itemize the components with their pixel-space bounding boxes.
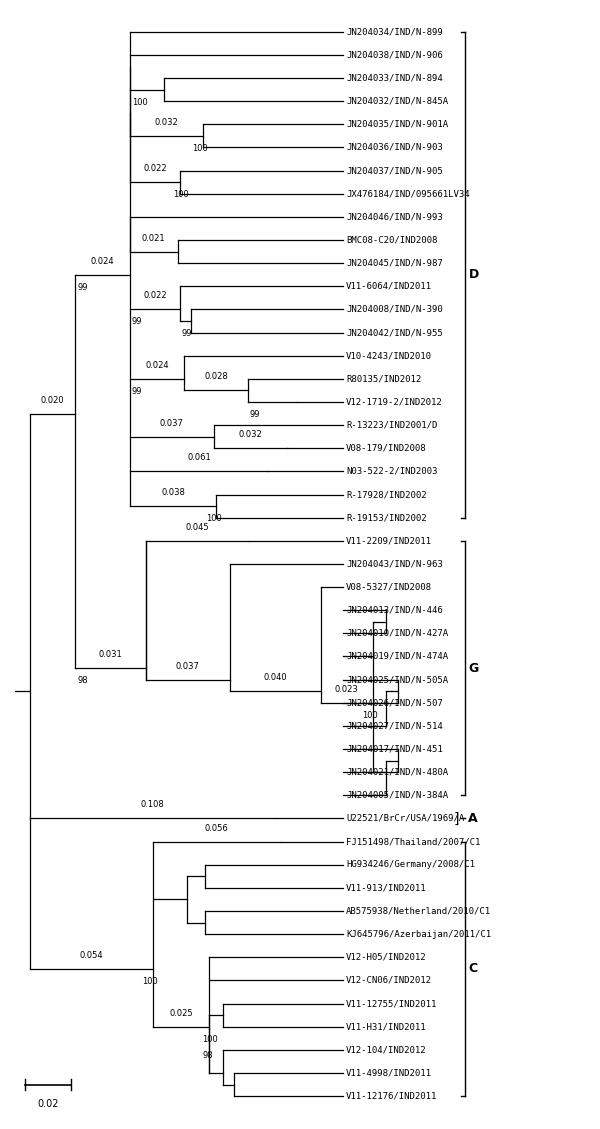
Text: V11-12176/IND2011: V11-12176/IND2011 [346, 1092, 437, 1101]
Text: 0.037: 0.037 [176, 662, 200, 671]
Text: 0.056: 0.056 [204, 823, 228, 832]
Text: 99: 99 [132, 387, 142, 396]
Text: 0.038: 0.038 [161, 488, 185, 497]
Text: V11-H31/IND2011: V11-H31/IND2011 [346, 1022, 427, 1031]
Text: V12-H05/IND2012: V12-H05/IND2012 [346, 953, 427, 962]
Text: ]: ] [454, 812, 460, 825]
Text: 100: 100 [132, 97, 148, 106]
Text: V11-2209/IND2011: V11-2209/IND2011 [346, 536, 432, 545]
Text: JN204008/IND/N-390: JN204008/IND/N-390 [346, 305, 443, 314]
Text: R80135/IND2012: R80135/IND2012 [346, 375, 421, 384]
Text: JN204021/IND/N-480A: JN204021/IND/N-480A [346, 768, 448, 777]
Text: 0.021: 0.021 [142, 234, 166, 243]
Text: 0.025: 0.025 [169, 1008, 193, 1017]
Text: JX476184/IND/095661LV34: JX476184/IND/095661LV34 [346, 190, 470, 199]
Text: V11-4998/IND2011: V11-4998/IND2011 [346, 1068, 432, 1077]
Text: 0.022: 0.022 [143, 291, 167, 300]
Text: 0.054: 0.054 [80, 951, 103, 960]
Text: JN204038/IND/N-906: JN204038/IND/N-906 [346, 51, 443, 60]
Text: 100: 100 [362, 710, 379, 719]
Text: AB575938/Netherland/2010/C1: AB575938/Netherland/2010/C1 [346, 907, 491, 916]
Text: 99: 99 [77, 282, 88, 291]
Text: R-17928/IND2002: R-17928/IND2002 [346, 490, 427, 499]
Text: 0.037: 0.037 [160, 419, 184, 428]
Text: 0.023: 0.023 [335, 685, 359, 693]
Text: R-13223/IND2001/D: R-13223/IND2001/D [346, 421, 437, 430]
Text: 0.028: 0.028 [204, 373, 228, 382]
Text: JN204026/IND/N-507: JN204026/IND/N-507 [346, 698, 443, 707]
Text: 0.024: 0.024 [91, 256, 115, 265]
Text: N03-522-2/IND2003: N03-522-2/IND2003 [346, 467, 437, 476]
Text: 99: 99 [182, 329, 192, 338]
Text: BMC08-C20/IND2008: BMC08-C20/IND2008 [346, 236, 437, 245]
Text: V08-179/IND2008: V08-179/IND2008 [346, 444, 427, 453]
Text: 100: 100 [202, 1034, 218, 1043]
Text: JN204025/IND/N-505A: JN204025/IND/N-505A [346, 675, 448, 684]
Text: 100: 100 [206, 514, 222, 523]
Text: JN204033/IND/N-894: JN204033/IND/N-894 [346, 73, 443, 82]
Text: JN204043/IND/N-963: JN204043/IND/N-963 [346, 560, 443, 568]
Text: V12-1719-2/IND2012: V12-1719-2/IND2012 [346, 397, 443, 406]
Text: 0.032: 0.032 [238, 430, 262, 439]
Text: JN204019/IND/N-474A: JN204019/IND/N-474A [346, 651, 448, 660]
Text: JN204027/IND/N-514: JN204027/IND/N-514 [346, 721, 443, 730]
Text: 0.061: 0.061 [187, 454, 211, 463]
Text: R-19153/IND2002: R-19153/IND2002 [346, 514, 427, 523]
Text: 0.040: 0.040 [263, 673, 287, 682]
Text: JN204032/IND/N-845A: JN204032/IND/N-845A [346, 97, 448, 106]
Text: V11-913/IND2011: V11-913/IND2011 [346, 883, 427, 892]
Text: 0.045: 0.045 [185, 523, 209, 532]
Text: JN204013/IND/N-446: JN204013/IND/N-446 [346, 606, 443, 614]
Text: 100: 100 [173, 190, 188, 199]
Text: HG934246/Germany/2008/C1: HG934246/Germany/2008/C1 [346, 860, 475, 869]
Text: JN204010/IND/N-427A: JN204010/IND/N-427A [346, 629, 448, 638]
Text: 0.022: 0.022 [143, 164, 167, 173]
Text: U22521/BrCr/USA/1969/A: U22521/BrCr/USA/1969/A [346, 814, 464, 823]
Text: 0.020: 0.020 [41, 395, 65, 404]
Text: V11-6064/IND2011: V11-6064/IND2011 [346, 282, 432, 291]
Text: 0.108: 0.108 [141, 800, 164, 809]
Text: 99: 99 [250, 410, 260, 419]
Text: 0.032: 0.032 [154, 117, 178, 126]
Text: V10-4243/IND2010: V10-4243/IND2010 [346, 351, 432, 360]
Text: FJ151498/Thailand/2007/C1: FJ151498/Thailand/2007/C1 [346, 837, 481, 846]
Text: 99: 99 [132, 317, 142, 326]
Text: JN204005/IND/N-384A: JN204005/IND/N-384A [346, 790, 448, 799]
Text: JN204036/IND/N-903: JN204036/IND/N-903 [346, 143, 443, 152]
Text: 0.024: 0.024 [145, 361, 169, 370]
Text: JN204035/IND/N-901A: JN204035/IND/N-901A [346, 120, 448, 129]
Text: V08-5327/IND2008: V08-5327/IND2008 [346, 583, 432, 592]
Text: V12-104/IND2012: V12-104/IND2012 [346, 1045, 427, 1054]
Text: D: D [469, 269, 479, 281]
Text: JN204037/IND/N-905: JN204037/IND/N-905 [346, 166, 443, 175]
Text: V11-12755/IND2011: V11-12755/IND2011 [346, 999, 437, 1008]
Text: 100: 100 [142, 977, 158, 986]
Text: 98: 98 [202, 1051, 213, 1060]
Text: 98: 98 [77, 676, 88, 685]
Text: C: C [469, 962, 478, 975]
Text: V12-CN06/IND2012: V12-CN06/IND2012 [346, 975, 432, 984]
Text: JN204034/IND/N-899: JN204034/IND/N-899 [346, 27, 443, 36]
Text: KJ645796/Azerbaijan/2011/C1: KJ645796/Azerbaijan/2011/C1 [346, 929, 491, 938]
Text: 100: 100 [193, 143, 208, 152]
Text: JN204017/IND/N-451: JN204017/IND/N-451 [346, 744, 443, 753]
Text: JN204045/IND/N-987: JN204045/IND/N-987 [346, 259, 443, 268]
Text: 0.031: 0.031 [99, 650, 122, 659]
Text: JN204046/IND/N-993: JN204046/IND/N-993 [346, 212, 443, 221]
Text: JN204042/IND/N-955: JN204042/IND/N-955 [346, 329, 443, 338]
Text: G: G [469, 662, 479, 674]
Text: A: A [469, 812, 478, 825]
Text: 0.02: 0.02 [37, 1100, 59, 1110]
